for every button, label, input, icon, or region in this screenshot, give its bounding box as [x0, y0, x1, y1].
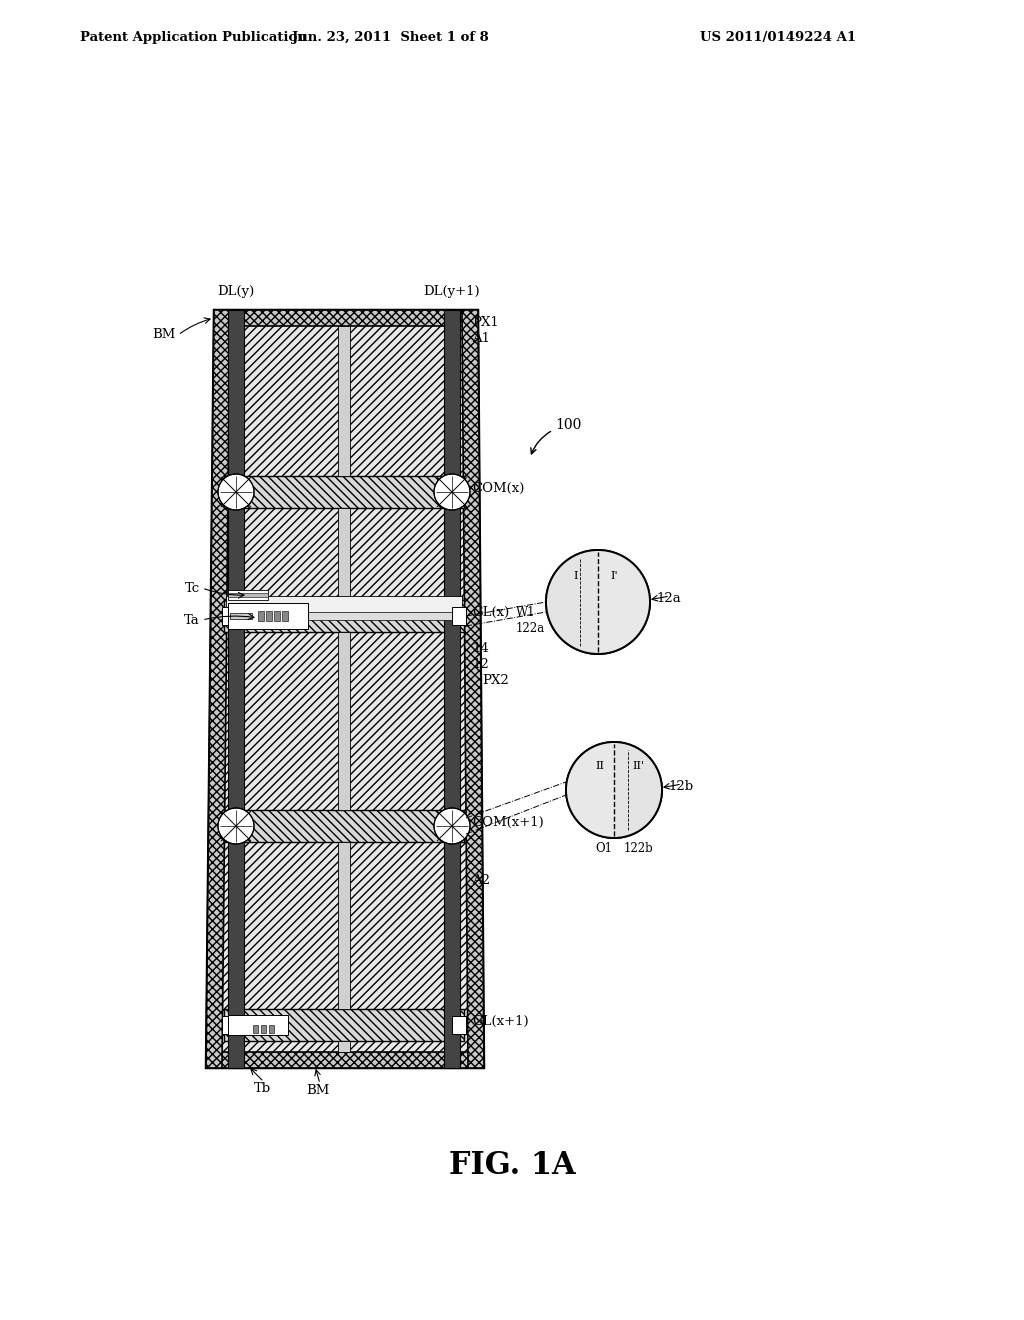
Text: DL(y): DL(y): [217, 285, 255, 298]
Bar: [338, 508, 350, 601]
Bar: [228, 310, 244, 1068]
Bar: [224, 477, 464, 508]
Text: BM: BM: [153, 329, 176, 342]
Text: Ta: Ta: [184, 614, 200, 627]
Polygon shape: [206, 310, 484, 1068]
Polygon shape: [206, 310, 230, 1068]
Text: 100: 100: [555, 418, 582, 432]
Text: FIG. 1A: FIG. 1A: [449, 1150, 575, 1180]
Text: 122b: 122b: [624, 842, 653, 854]
Bar: [452, 1016, 466, 1034]
Bar: [338, 1041, 350, 1052]
Text: 12: 12: [472, 657, 488, 671]
Text: O1: O1: [596, 842, 612, 854]
Circle shape: [434, 808, 470, 843]
Bar: [282, 611, 288, 620]
Bar: [253, 1026, 258, 1034]
Text: PX1: PX1: [472, 315, 499, 329]
Bar: [226, 597, 462, 614]
Circle shape: [566, 742, 662, 838]
Text: 12a: 12a: [656, 591, 681, 605]
Bar: [452, 607, 466, 624]
Bar: [224, 810, 464, 842]
Circle shape: [546, 550, 650, 653]
Text: COM(x+1): COM(x+1): [472, 816, 544, 829]
Text: Tc: Tc: [185, 582, 200, 594]
Bar: [338, 632, 350, 810]
Circle shape: [218, 808, 254, 843]
Bar: [258, 611, 264, 620]
Text: Tb: Tb: [253, 1081, 270, 1094]
Polygon shape: [462, 310, 484, 1068]
Bar: [338, 326, 350, 477]
Text: US 2011/0149224 A1: US 2011/0149224 A1: [700, 32, 856, 45]
Bar: [228, 590, 268, 601]
Text: PX2: PX2: [482, 673, 509, 686]
Bar: [338, 842, 350, 1008]
Text: I': I': [610, 572, 617, 581]
Bar: [269, 1026, 274, 1034]
Bar: [224, 1008, 464, 1041]
Wedge shape: [614, 742, 662, 838]
Bar: [230, 612, 252, 619]
Wedge shape: [566, 742, 614, 838]
Circle shape: [218, 474, 254, 510]
Text: Patent Application Publication: Patent Application Publication: [80, 32, 307, 45]
Wedge shape: [598, 550, 650, 653]
Text: 14: 14: [472, 642, 488, 655]
Text: Jun. 23, 2011  Sheet 1 of 8: Jun. 23, 2011 Sheet 1 of 8: [292, 32, 488, 45]
Text: II: II: [596, 762, 604, 771]
Bar: [228, 1015, 288, 1035]
Text: GL(x): GL(x): [472, 606, 509, 619]
Text: BM: BM: [306, 1084, 330, 1097]
Bar: [274, 611, 280, 620]
Text: COM(x): COM(x): [472, 482, 524, 495]
Bar: [222, 607, 236, 624]
Circle shape: [434, 474, 470, 510]
Polygon shape: [206, 1052, 484, 1068]
Text: A1: A1: [472, 331, 490, 345]
Bar: [261, 1026, 266, 1034]
Polygon shape: [214, 310, 478, 326]
Bar: [266, 611, 272, 620]
Bar: [444, 310, 460, 1068]
Wedge shape: [546, 550, 598, 653]
Text: GL(x+1): GL(x+1): [472, 1015, 528, 1027]
Text: A2: A2: [472, 874, 490, 887]
Text: 122a: 122a: [516, 622, 545, 635]
Bar: [228, 603, 308, 630]
Text: W1: W1: [516, 606, 536, 619]
Text: I: I: [573, 572, 579, 581]
Text: DL(y+1): DL(y+1): [424, 285, 480, 298]
Text: II': II': [632, 762, 644, 771]
Bar: [224, 601, 464, 632]
Bar: [308, 612, 462, 620]
Text: 12b: 12b: [668, 780, 693, 792]
Bar: [228, 593, 268, 597]
Bar: [222, 1016, 236, 1034]
